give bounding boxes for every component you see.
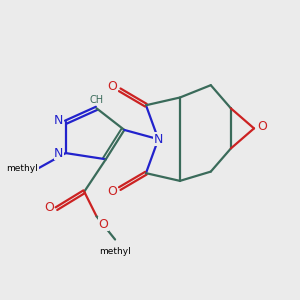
Text: O: O [98,218,108,231]
Text: N: N [154,133,163,146]
Text: N: N [54,114,64,127]
Text: methyl: methyl [99,247,131,256]
Text: O: O [107,185,117,198]
Text: N: N [54,147,64,160]
Text: CH: CH [89,95,103,105]
Text: methyl: methyl [7,164,38,173]
Text: O: O [44,201,54,214]
Text: O: O [258,120,268,133]
Text: O: O [107,80,117,93]
